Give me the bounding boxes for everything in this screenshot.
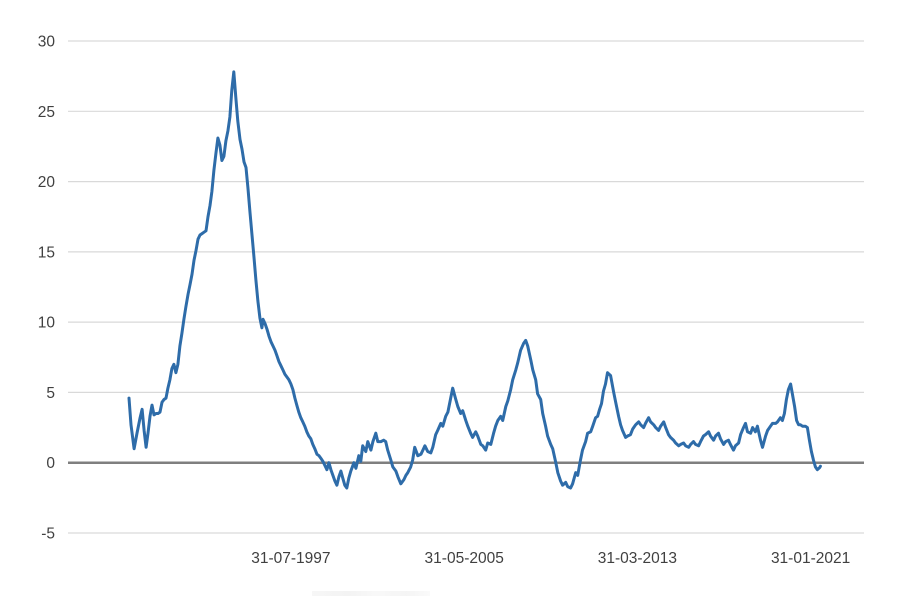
x-tick-label: 31-01-2021 xyxy=(771,550,850,567)
x-tick-label: 31-05-2005 xyxy=(425,550,504,567)
y-tick-label: 0 xyxy=(46,455,55,472)
y-tick-label: 10 xyxy=(38,315,56,332)
y-tick-label: 30 xyxy=(38,34,56,51)
x-tick-label: 31-03-2013 xyxy=(598,550,677,567)
y-tick-label: 25 xyxy=(38,104,55,121)
x-tick-label: 31-07-1997 xyxy=(251,550,330,567)
y-tick-label: -5 xyxy=(41,526,55,543)
data-line-value xyxy=(127,70,822,490)
y-tick-label: 5 xyxy=(46,385,55,402)
y-tick-label: 15 xyxy=(38,244,55,261)
y-tick-label: 20 xyxy=(38,174,56,191)
cutoff-legend-artifact xyxy=(312,591,430,596)
